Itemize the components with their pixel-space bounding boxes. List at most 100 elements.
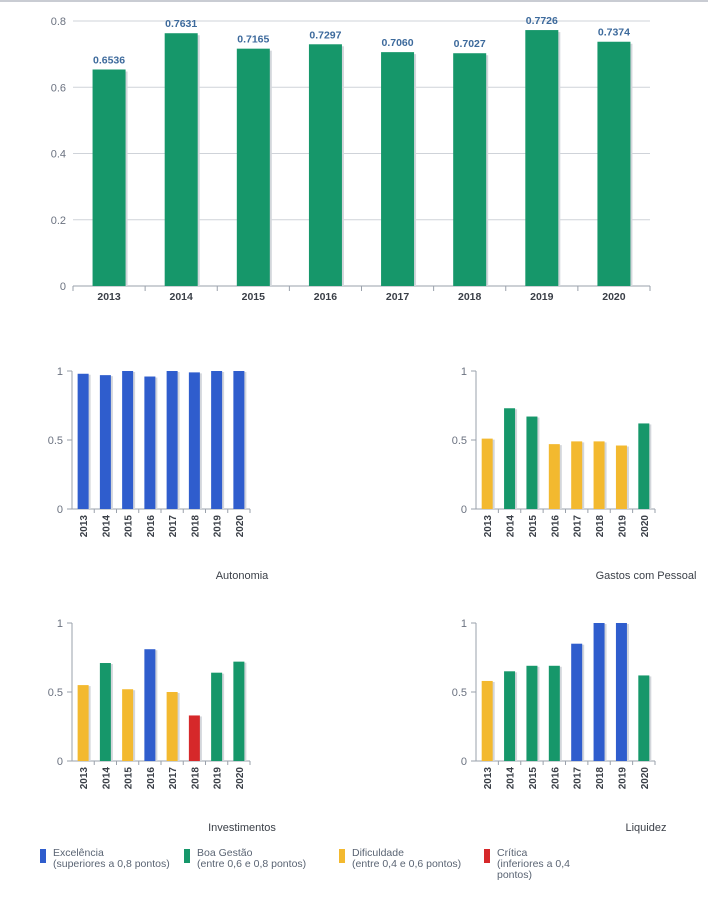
- x-tick-label: 2016: [146, 515, 157, 538]
- x-tick-label: 2015: [528, 767, 539, 790]
- bar: [122, 689, 134, 761]
- x-tick-label: 2020: [602, 291, 626, 303]
- x-tick-label: 2016: [314, 291, 338, 303]
- bar: [99, 663, 111, 761]
- bar: [481, 438, 493, 509]
- y-tick-label: 0: [60, 281, 66, 293]
- legend-item-excelencia: Excelência (superiores a 0,8 pontos): [40, 848, 170, 870]
- legend-item-dificuldade: Dificuldade (entre 0,4 e 0,6 pontos): [339, 848, 461, 870]
- y-tick-label: 0.5: [452, 687, 467, 699]
- y-tick-label: 0.8: [51, 16, 66, 28]
- legend-subtitle: (superiores a 0,8 pontos): [53, 858, 170, 870]
- x-tick-label: 2015: [242, 291, 266, 303]
- x-tick-label: 2019: [213, 515, 224, 538]
- x-tick-label: 2019: [617, 767, 628, 790]
- x-tick-label: 2017: [386, 291, 410, 303]
- bar: [526, 416, 538, 509]
- legend-subtitle: (entre 0,4 e 0,6 pontos): [352, 858, 462, 870]
- y-tick-label: 0.4: [51, 149, 66, 161]
- x-tick-label: 2017: [168, 515, 179, 538]
- x-tick-label: 2017: [573, 515, 584, 538]
- x-tick-label: 2014: [506, 515, 517, 538]
- bar: [236, 48, 270, 286]
- bar: [638, 423, 650, 509]
- legend: Excelência (superiores a 0,8 pontos) Boa…: [0, 848, 708, 898]
- bar: [593, 441, 605, 509]
- x-tick-label: 2015: [528, 515, 539, 538]
- x-tick-label: 2018: [190, 767, 201, 790]
- y-tick-label: 0.2: [51, 215, 66, 227]
- bar: [615, 445, 627, 509]
- legend-swatch-excelencia: [40, 849, 46, 863]
- y-tick-label: 0: [461, 504, 467, 516]
- x-tick-label: 2014: [506, 767, 517, 790]
- data-label: 0.7297: [309, 29, 341, 41]
- x-tick-label: 2019: [213, 767, 224, 790]
- x-tick-label: 2013: [79, 515, 90, 538]
- y-tick-label: 0: [57, 756, 63, 768]
- legend-title: Boa Gestão: [197, 847, 253, 859]
- y-tick-label: 1: [57, 366, 63, 378]
- bar: [211, 672, 223, 761]
- legend-swatch-critica: [484, 849, 490, 863]
- bar: [166, 692, 178, 761]
- bar: [77, 685, 89, 761]
- bar: [166, 371, 178, 509]
- legend-title: Crítica: [497, 847, 528, 859]
- x-tick-label: 2014: [101, 515, 112, 538]
- bar: [453, 53, 487, 287]
- x-tick-label: 2020: [640, 515, 651, 538]
- bar: [122, 371, 134, 509]
- x-tick-label: 2020: [235, 767, 246, 790]
- bar: [92, 69, 126, 287]
- x-tick-label: 2014: [101, 767, 112, 790]
- legend-subtitle: (entre 0,6 e 0,8 pontos): [197, 858, 307, 870]
- y-tick-label: 0: [57, 504, 63, 516]
- bar: [188, 715, 200, 761]
- bar: [233, 661, 245, 761]
- x-tick-label: 2018: [595, 767, 606, 790]
- bar: [526, 665, 538, 761]
- data-label: 0.7726: [526, 15, 558, 27]
- bar: [615, 623, 627, 761]
- x-tick-label: 2015: [124, 767, 135, 790]
- x-tick-label: 2016: [550, 767, 561, 790]
- y-tick-label: 0.5: [48, 687, 63, 699]
- chart-title: Liquidez: [626, 822, 667, 834]
- bar: [504, 671, 516, 761]
- x-tick-label: 2019: [530, 291, 554, 303]
- data-label: 0.7060: [382, 37, 414, 49]
- bar: [308, 44, 342, 286]
- x-tick-label: 2018: [190, 515, 201, 538]
- legend-item-boa-gestao: Boa Gestão (entre 0,6 e 0,8 pontos): [184, 848, 306, 870]
- x-tick-label: 2015: [124, 515, 135, 538]
- data-label: 0.7165: [237, 34, 269, 46]
- y-tick-label: 0.6: [51, 82, 66, 94]
- bar: [571, 441, 583, 509]
- bar: [381, 52, 415, 287]
- x-tick-label: 2013: [79, 767, 90, 790]
- bar: [211, 371, 223, 509]
- y-tick-label: 1: [461, 618, 467, 630]
- y-tick-label: 0.5: [48, 435, 63, 447]
- bar: [548, 444, 560, 509]
- legend-subtitle: (inferiores a 0,4 pontos): [497, 858, 570, 881]
- bar: [99, 375, 111, 509]
- bar: [77, 373, 89, 509]
- bar: [525, 30, 559, 287]
- x-tick-label: 2017: [168, 767, 179, 790]
- bar: [597, 41, 631, 286]
- x-tick-label: 2016: [146, 767, 157, 790]
- data-label: 0.6536: [93, 54, 125, 66]
- bar: [144, 376, 156, 509]
- x-tick-label: 2019: [617, 515, 628, 538]
- y-tick-label: 0: [461, 756, 467, 768]
- y-tick-label: 1: [461, 366, 467, 378]
- legend-swatch-dificuldade: [339, 849, 345, 863]
- charts-canvas: 0 0.2 0.4 0.6 0.8 0.6536 2013 0.7631 2014 0.7165 2…: [48, 15, 697, 834]
- data-label: 0.7027: [454, 38, 486, 50]
- bar: [481, 680, 493, 761]
- x-tick-label: 2018: [458, 291, 482, 303]
- chart-title: Investimentos: [208, 822, 276, 834]
- chart-title: Autonomia: [216, 570, 269, 582]
